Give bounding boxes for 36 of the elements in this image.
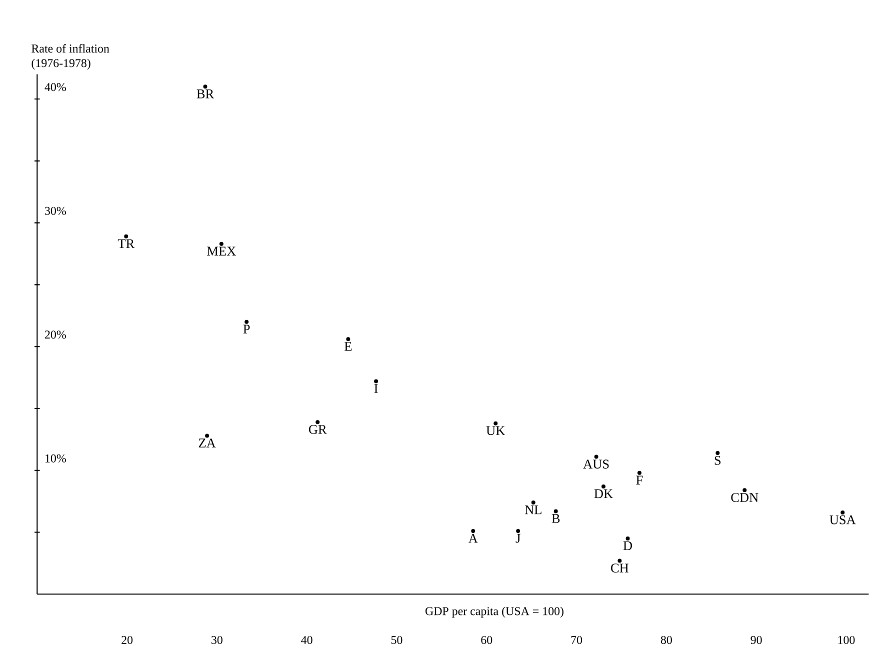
annotation: B	[552, 514, 560, 523]
annotation: CH	[610, 564, 628, 573]
annotation: P	[243, 324, 250, 334]
y-axis-title: Rate of inflation (1976-1978)	[32, 44, 110, 70]
y-tick-label: 30%	[45, 206, 66, 216]
annotation: GR	[308, 425, 327, 434]
annotation: BR	[196, 90, 214, 98]
x-tick-label: 40	[301, 636, 312, 644]
annotation: I	[374, 384, 378, 393]
annotation: NL	[524, 506, 542, 514]
annotation: D	[623, 541, 632, 550]
x-axis-title: GDP per capita (USA = 100)	[425, 606, 564, 618]
x-tick-label: 30	[212, 636, 222, 644]
annotation: A	[468, 534, 478, 543]
annotation: CDN	[731, 493, 758, 502]
annotation: AUS	[583, 460, 609, 469]
y-tick-label: 40%	[44, 83, 66, 92]
annotation: J	[516, 534, 520, 543]
annotation: TR	[118, 239, 135, 248]
y-tick-label: 10%	[46, 454, 66, 463]
x-tick-label: 80	[660, 636, 672, 644]
annotation: E	[344, 342, 352, 351]
annotation: F	[636, 476, 643, 485]
x-tick-label: 100	[838, 636, 855, 644]
annotation: USA	[830, 515, 856, 524]
x-tick-label: 90	[750, 636, 762, 644]
y-tick-label: 20%	[45, 330, 66, 339]
annotation: MEX	[207, 246, 236, 256]
annotation: UK	[486, 426, 506, 436]
x-tick-label: 60	[481, 636, 492, 644]
annotation: ZA	[198, 438, 216, 448]
annotation: S	[714, 456, 721, 465]
x-tick-label: 50	[391, 636, 402, 644]
x-tick-label: 70	[571, 636, 582, 644]
x-tick-label: 20	[122, 636, 133, 644]
annotation: DK	[594, 489, 613, 498]
